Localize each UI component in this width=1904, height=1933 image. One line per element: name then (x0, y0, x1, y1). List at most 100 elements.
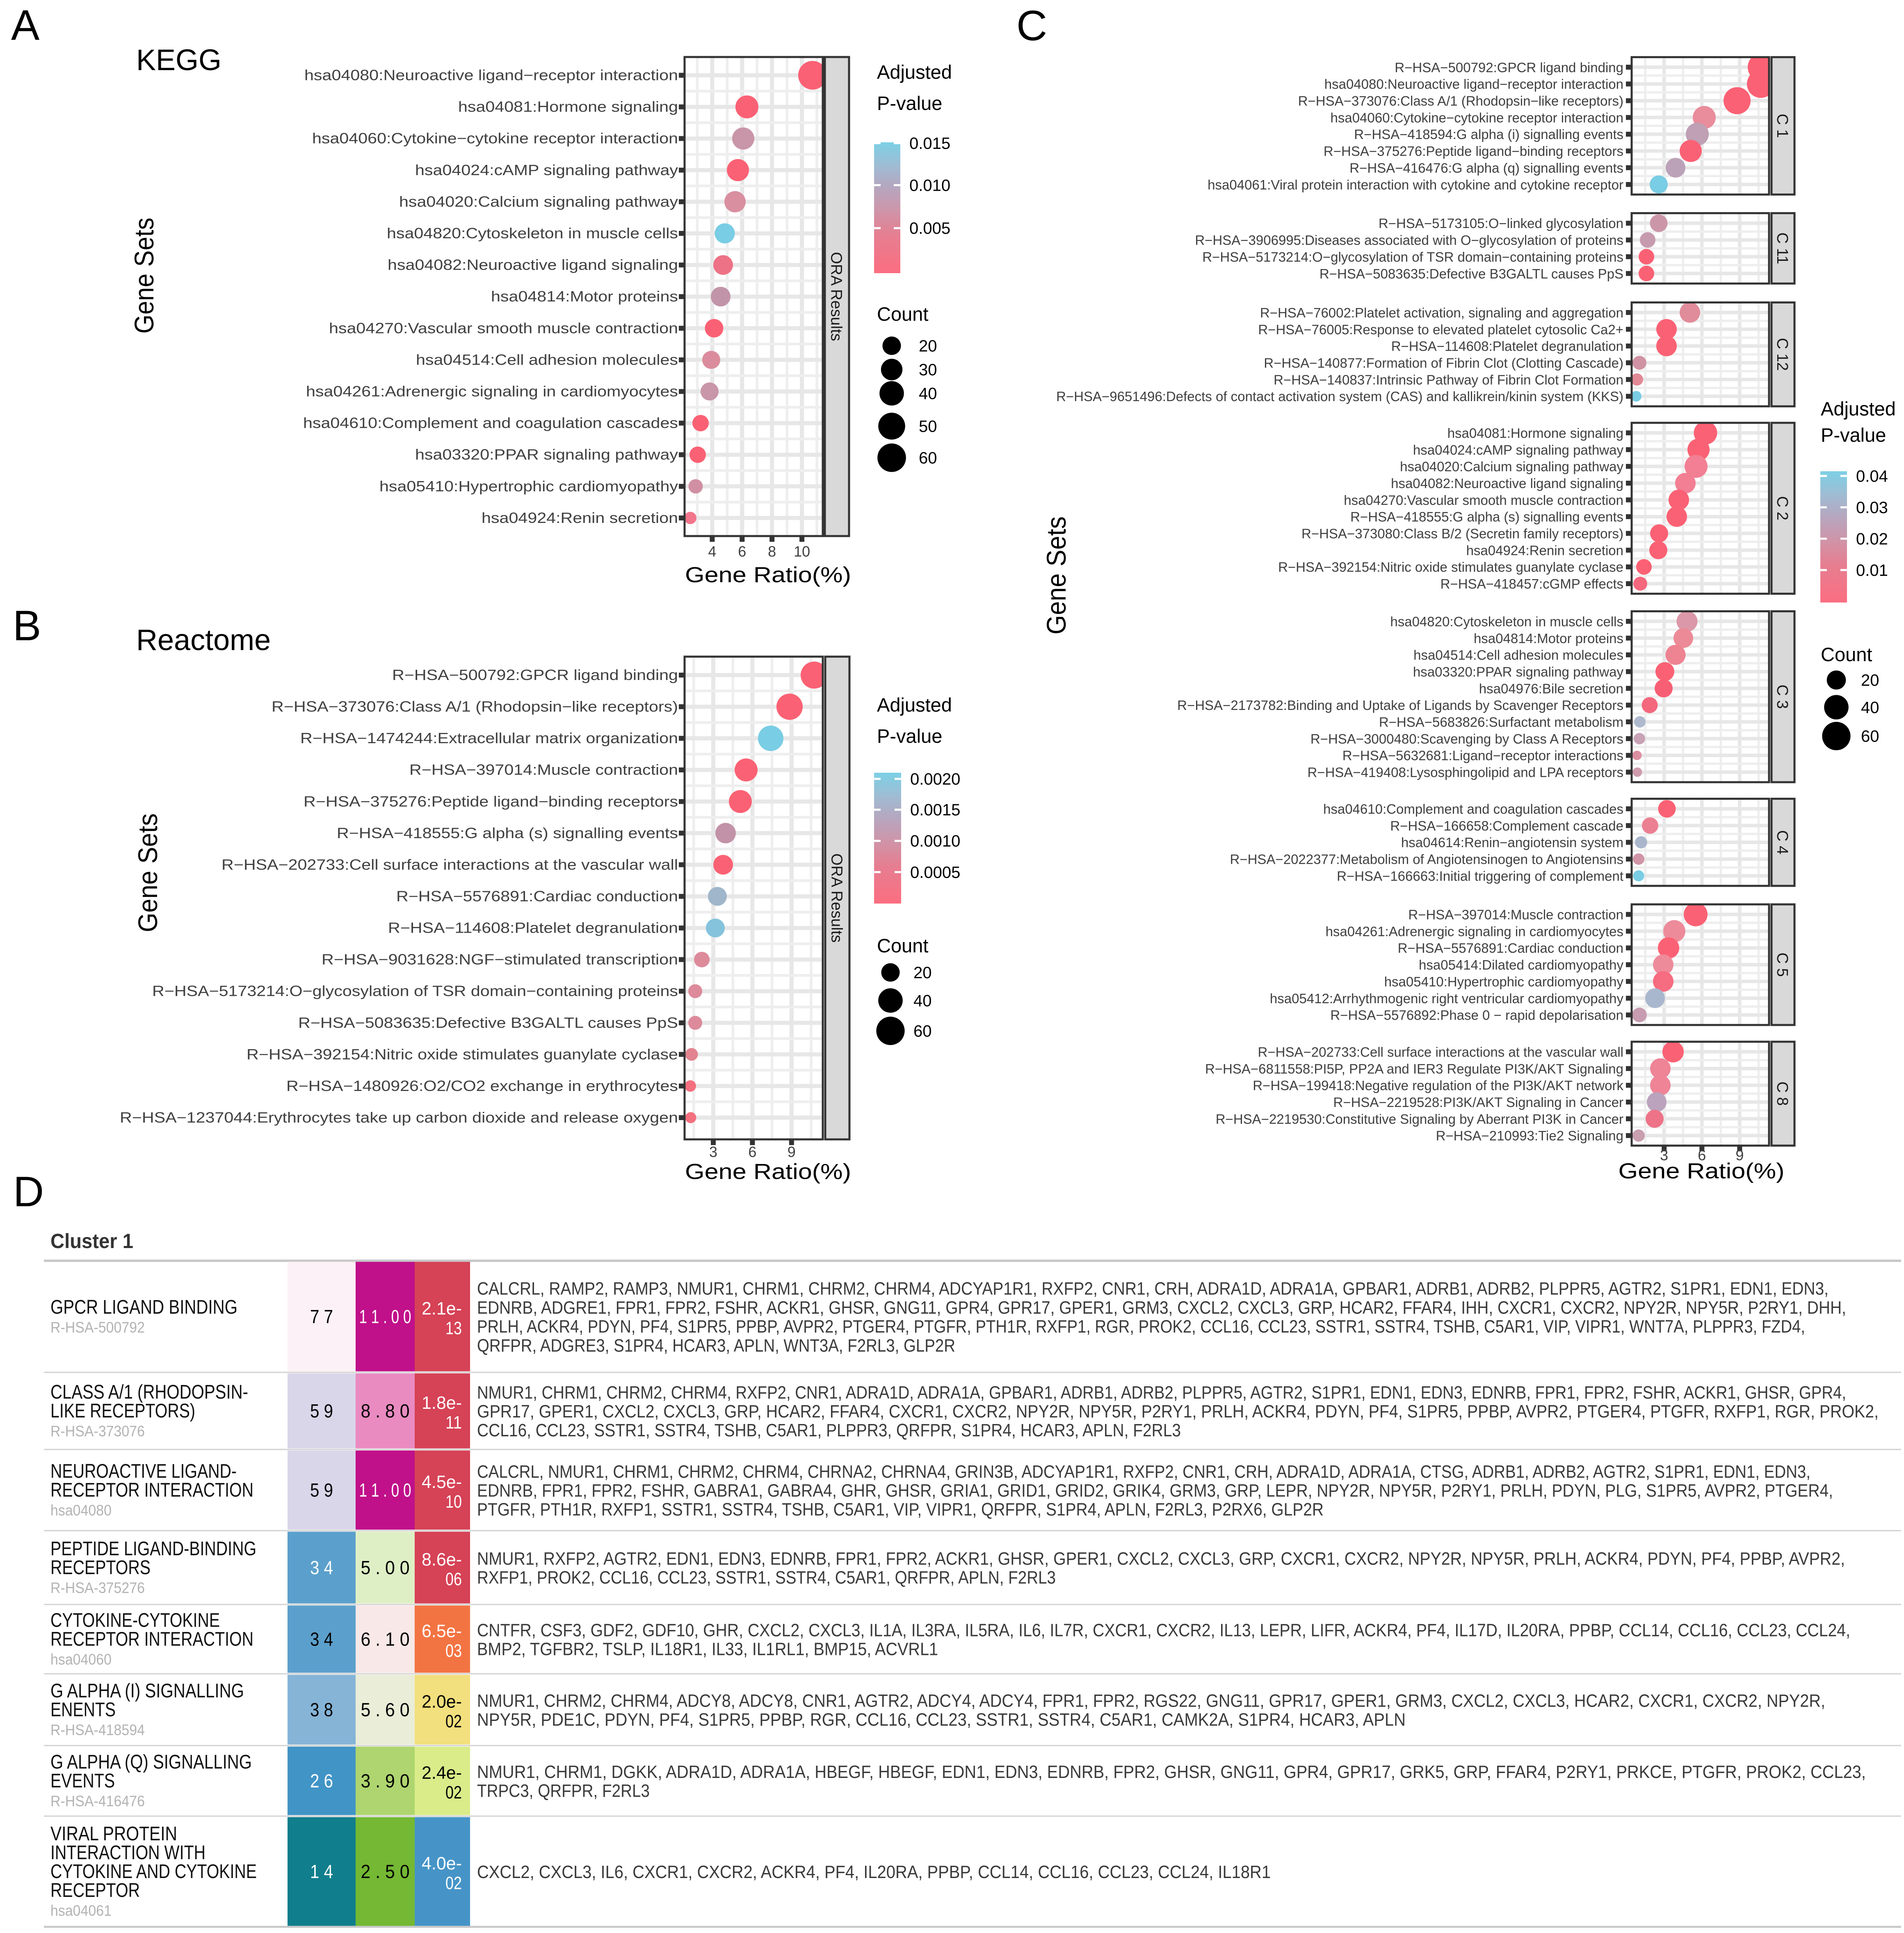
svg-text:R−HSA−5173214:O−glycosylation: R−HSA−5173214:O−glycosylation of TSR dom… (1202, 249, 1623, 265)
svg-text:R−HSA−418555:G alpha (s) signa: R−HSA−418555:G alpha (s) signalling even… (337, 824, 678, 841)
svg-text:hsa04080:Neuroactive ligand−re: hsa04080:Neuroactive ligand−receptor int… (1324, 77, 1623, 92)
svg-text:4: 4 (708, 543, 716, 560)
svg-text:R−HSA−418594:G alpha (i) signa: R−HSA−418594:G alpha (i) signalling even… (1354, 127, 1623, 142)
svg-text:hsa04261:Adrenergic signaling: hsa04261:Adrenergic signaling in cardiom… (1326, 924, 1623, 939)
svg-text:hsa04610:Complement and coagul: hsa04610:Complement and coagulation casc… (303, 415, 678, 431)
svg-text:C 8: C 8 (1774, 1082, 1791, 1106)
svg-text:R−HSA−5083635:Defective B3GALT: R−HSA−5083635:Defective B3GALTL causes P… (1320, 266, 1623, 281)
svg-text:6: 6 (1698, 1147, 1706, 1164)
svg-text:hsa04061: hsa04061 (50, 1902, 112, 1919)
svg-text:C: C (1016, 2, 1047, 50)
svg-text:06: 06 (445, 1569, 462, 1589)
svg-text:R−HSA−418457:cGMP effects: R−HSA−418457:cGMP effects (1441, 576, 1623, 591)
svg-text:CXCL2, CXCL3, IL6, CXCR1, C: CXCL2, CXCL3, IL6, CXCR1, CXCR2, ACKR4, … (477, 1862, 1271, 1882)
svg-text:C 2: C 2 (1774, 496, 1791, 520)
svg-text:3 4: 3 4 (310, 1557, 333, 1578)
svg-text:13: 13 (445, 1318, 462, 1338)
svg-text:1 1 . 0 0: 1 1 . 0 0 (359, 1306, 411, 1327)
svg-text:2 . 5 0: 2 . 5 0 (361, 1861, 410, 1882)
svg-text:hsa04082:Neuroactive ligand si: hsa04082:Neuroactive ligand signaling (388, 256, 678, 273)
svg-text:RECEPTOR INTERACTION: RECEPTOR INTERACTION (50, 1479, 253, 1501)
svg-text:hsa04024:cAMP signaling pathwa: hsa04024:cAMP signaling pathway (1413, 442, 1624, 457)
svg-text:10: 10 (794, 543, 810, 560)
svg-text:7 7: 7 7 (310, 1306, 333, 1327)
svg-text:EVENTS: EVENTS (50, 1770, 115, 1792)
svg-text:R−HSA−392154:Nitric oxide stim: R−HSA−392154:Nitric oxide stimulates gua… (1278, 559, 1623, 575)
svg-text:02: 02 (445, 1873, 462, 1893)
svg-text:R−HSA−199418:Negative regulati: R−HSA−199418:Negative regulation of the … (1253, 1078, 1623, 1093)
svg-text:RECEPTOR: RECEPTOR (50, 1880, 140, 1901)
svg-text:hsa04270:Vascular smooth muscl: hsa04270:Vascular smooth muscle contract… (1344, 493, 1623, 508)
svg-text:0.0015: 0.0015 (910, 801, 960, 819)
svg-text:02: 02 (445, 1712, 462, 1732)
svg-text:P-value: P-value (877, 725, 942, 747)
svg-text:9: 9 (1735, 1147, 1744, 1164)
svg-text:CYTOKINE-CYTOKINE: CYTOKINE-CYTOKINE (50, 1610, 220, 1632)
svg-text:3: 3 (1660, 1147, 1668, 1164)
svg-text:PTGFR, PTH1R, RXFP1, SSTR1, SS: PTGFR, PTH1R, RXFP1, SSTR1, SSTR4, TSHB,… (477, 1499, 1324, 1520)
svg-text:hsa05412:Arrhythmogenic right: hsa05412:Arrhythmogenic right ventricula… (1270, 991, 1624, 1006)
svg-text:0.010: 0.010 (909, 176, 950, 194)
svg-text:QRFPR, ADGRE3, S1PR4, HCAR3, A: QRFPR, ADGRE3, S1PR4, HCAR3, APLN, WNT3A… (477, 1335, 955, 1356)
svg-text:hsa04081:Hormone signaling: hsa04081:Hormone signaling (458, 98, 678, 115)
svg-text:R−HSA−9651496:Defects of conta: R−HSA−9651496:Defects of contact activat… (1056, 389, 1623, 404)
svg-text:R−HSA−166663:Initial triggerin: R−HSA−166663:Initial triggering of compl… (1337, 868, 1623, 883)
svg-text:Gene Sets: Gene Sets (132, 813, 163, 932)
svg-text:CYTOKINE AND CYTOKINE: CYTOKINE AND CYTOKINE (50, 1861, 257, 1883)
svg-text:hsa04081:Hormone signaling: hsa04081:Hormone signaling (1447, 425, 1623, 440)
svg-text:hsa04976:Bile secretion: hsa04976:Bile secretion (1479, 681, 1623, 696)
svg-text:20: 20 (1861, 671, 1879, 689)
svg-text:2.1e-: 2.1e- (422, 1299, 462, 1319)
svg-text:R−HSA−373080:Class B/2 (Secret: R−HSA−373080:Class B/2 (Secretin family … (1301, 526, 1623, 541)
svg-text:R−HSA−5173105:O−linked glycosy: R−HSA−5173105:O−linked glycosylation (1379, 216, 1623, 231)
svg-text:CALCRL, NMUR1, CHRM1, CHRM2,: CALCRL, NMUR1, CHRM1, CHRM2, CHRM4, CHRN… (477, 1462, 1810, 1482)
svg-text:1.8e-: 1.8e- (422, 1393, 462, 1413)
svg-text:hsa04814:Motor proteins: hsa04814:Motor proteins (491, 288, 678, 305)
svg-text:Count: Count (1821, 644, 1872, 665)
svg-text:6: 6 (748, 1143, 756, 1160)
svg-text:Adjusted: Adjusted (877, 694, 952, 716)
svg-text:5 9: 5 9 (310, 1400, 333, 1422)
svg-text:C 3: C 3 (1774, 685, 1791, 709)
svg-text:CLASS A/1 (RHODOPSIN-: CLASS A/1 (RHODOPSIN- (50, 1381, 248, 1403)
svg-text:TRPC3, QRFPR, F2RL3: TRPC3, QRFPR, F2RL3 (477, 1781, 650, 1801)
svg-text:LIKE RECEPTORS): LIKE RECEPTORS) (50, 1400, 195, 1422)
svg-text:0.02: 0.02 (1856, 530, 1888, 548)
svg-text:hsa04080: hsa04080 (50, 1502, 112, 1519)
svg-text:G ALPHA (I) SIGNALLING: G ALPHA (I) SIGNALLING (50, 1680, 244, 1702)
svg-text:hsa04060:Cytokine−cytokine rec: hsa04060:Cytokine−cytokine receptor inte… (312, 130, 678, 147)
svg-text:8: 8 (768, 543, 776, 560)
svg-text:KEGG: KEGG (136, 44, 221, 77)
svg-text:60: 60 (919, 449, 937, 467)
svg-text:NMUR1, CHRM1, DGKK, ADRA1D,: NMUR1, CHRM1, DGKK, ADRA1D, ADRA1A, HBEG… (477, 1762, 1866, 1782)
svg-text:hsa03320:PPAR signaling pathwa: hsa03320:PPAR signaling pathway (415, 446, 678, 463)
svg-text:EDNRB, FPR1, FPR2, FSHR, GABRA: EDNRB, FPR1, FPR2, FSHR, GABRA1, GABRA4,… (477, 1481, 1833, 1501)
svg-text:20: 20 (919, 337, 937, 355)
svg-text:R−HSA−419408:Lysosphingolipid: R−HSA−419408:Lysosphingolipid and LPA re… (1307, 765, 1623, 780)
svg-text:ORA Results: ORA Results (828, 252, 845, 341)
svg-text:Gene Ratio(%): Gene Ratio(%) (685, 1159, 851, 1184)
svg-text:8 . 8 0: 8 . 8 0 (361, 1400, 410, 1422)
svg-text:60: 60 (1861, 728, 1879, 746)
svg-text:R−HSA−5683826:Surfactant metab: R−HSA−5683826:Surfactant metabolism (1379, 714, 1623, 730)
svg-text:R−HSA−114608:Platelet degranul: R−HSA−114608:Platelet degranulation (388, 920, 678, 936)
svg-text:NMUR1, RXFP2, AGTR2, EDN1, EDN: NMUR1, RXFP2, AGTR2, EDN1, EDN3, EDNRB, … (477, 1549, 1845, 1569)
svg-text:R−HSA−3000480:Scavenging by Cl: R−HSA−3000480:Scavenging by Class A Rece… (1310, 731, 1623, 746)
svg-text:R−HSA−202733:Cell surface inte: R−HSA−202733:Cell surface interactions a… (221, 856, 678, 873)
svg-text:4.0e-: 4.0e- (422, 1853, 462, 1874)
svg-text:R−HSA−2219530:Constitutive Sig: R−HSA−2219530:Constitutive Signaling by … (1216, 1111, 1623, 1127)
svg-text:0.01: 0.01 (1856, 561, 1888, 580)
svg-text:R-HSA-373076: R-HSA-373076 (50, 1423, 145, 1440)
svg-text:0.005: 0.005 (909, 219, 950, 237)
svg-text:hsa04814:Motor proteins: hsa04814:Motor proteins (1474, 631, 1623, 646)
svg-text:hsa05410:Hypertrophic cardiomy: hsa05410:Hypertrophic cardiomyopathy (379, 478, 678, 495)
svg-text:R−HSA−210993:Tie2 Signaling: R−HSA−210993:Tie2 Signaling (1436, 1128, 1623, 1143)
svg-text:4.5e-: 4.5e- (422, 1472, 462, 1492)
svg-text:0.0010: 0.0010 (910, 832, 960, 850)
svg-text:NMUR1, CHRM1, CHRM2, CHRM4,: NMUR1, CHRM1, CHRM2, CHRM4, RXFP2, CNR1,… (477, 1383, 1846, 1403)
svg-text:20: 20 (913, 964, 932, 982)
svg-text:R−HSA−5576892:Phase 0 − rapid: R−HSA−5576892:Phase 0 − rapid depolarisa… (1330, 1008, 1623, 1023)
svg-text:hsa04020:Calcium signaling pat: hsa04020:Calcium signaling pathway (399, 193, 678, 210)
svg-text:A: A (11, 2, 40, 49)
svg-text:0.04: 0.04 (1856, 467, 1888, 485)
